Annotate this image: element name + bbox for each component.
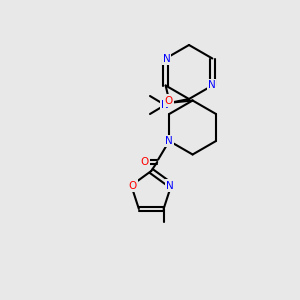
Text: O: O (140, 157, 148, 167)
Text: N: N (167, 181, 174, 190)
Text: O: O (164, 95, 173, 106)
Text: N: N (208, 80, 215, 91)
Text: N: N (161, 100, 169, 110)
Text: N: N (165, 136, 173, 146)
Text: O: O (129, 181, 137, 190)
Text: N: N (163, 53, 170, 64)
